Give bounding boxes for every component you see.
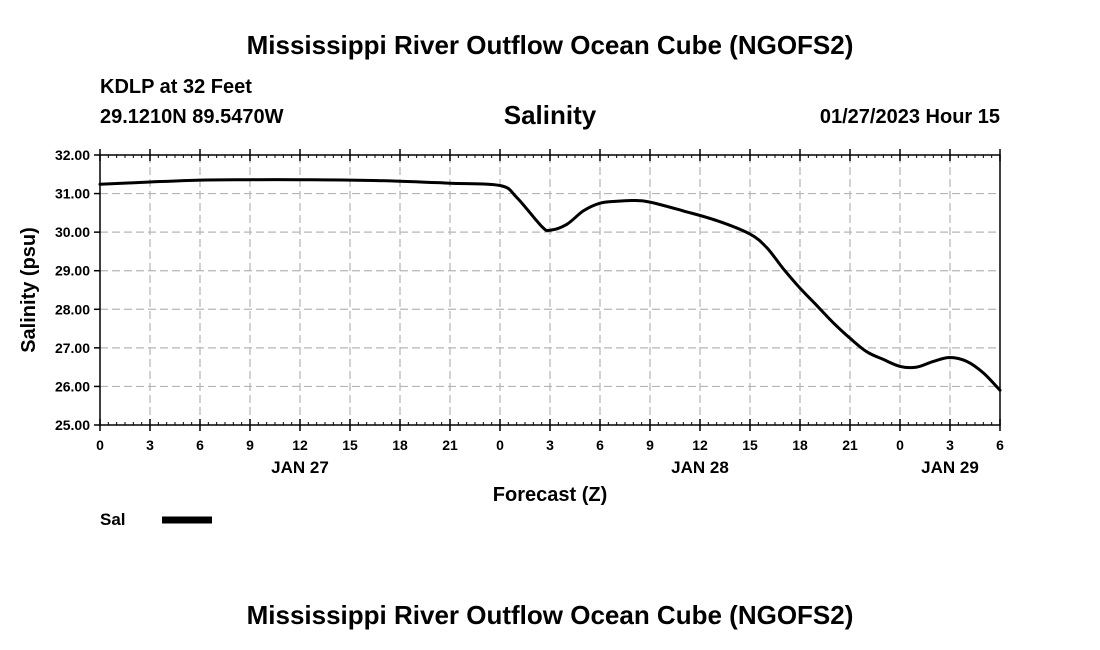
x-tick-label: 12 — [292, 437, 308, 453]
series-line-sal — [98, 178, 1002, 392]
x-tick-label: 6 — [996, 437, 1004, 453]
y-tick-label: 32.00 — [55, 147, 90, 163]
x-tick-label: 6 — [196, 437, 204, 453]
x-tick-label: 0 — [896, 437, 904, 453]
y-tick-label: 29.00 — [55, 263, 90, 279]
date-label: JAN 28 — [671, 458, 729, 477]
timestamp-label: 01/27/2023 Hour 15 — [819, 106, 1000, 128]
x-tick-label: 9 — [646, 437, 654, 453]
coordinates-label: 29.1210N 89.5470W — [100, 106, 284, 128]
y-axis-title: Salinity (psu) — [18, 227, 40, 353]
x-tick-label: 15 — [742, 437, 758, 453]
y-tick-label: 28.00 — [55, 301, 90, 317]
y-tick-label: 26.00 — [55, 378, 90, 394]
x-tick-label: 3 — [946, 437, 954, 453]
page-title: Mississippi River Outflow Ocean Cube (NG… — [246, 30, 854, 60]
x-tick-label: 0 — [96, 437, 104, 453]
grid — [100, 155, 1000, 425]
y-tick-label: 27.00 — [55, 340, 90, 356]
date-label: JAN 29 — [921, 458, 979, 477]
axis-tick-labels: 25.00 26.00 27.00 28.00 29.00 30.00 31.00 32.00… — [55, 147, 1004, 477]
x-tick-label: 15 — [342, 437, 358, 453]
x-axis-title: Forecast (Z) — [493, 484, 607, 506]
x-tick-label: 3 — [546, 437, 554, 453]
x-tick-label: 0 — [496, 437, 504, 453]
legend-label-sal: Sal — [100, 510, 126, 529]
axis-ticks — [94, 149, 1001, 431]
x-tick-label: 18 — [792, 437, 808, 453]
x-tick-label: 3 — [146, 437, 154, 453]
legend: Sal — [100, 510, 212, 529]
x-tick-label: 21 — [842, 437, 858, 453]
salinity-chart: 25.00 26.00 27.00 28.00 29.00 30.00 31.00 32.00… — [18, 147, 1004, 529]
x-tick-label: 18 — [392, 437, 408, 453]
x-tick-label: 21 — [442, 437, 458, 453]
y-tick-label: 30.00 — [55, 224, 90, 240]
y-tick-label: 25.00 — [55, 417, 90, 433]
footer-title: Mississippi River Outflow Ocean Cube (NG… — [246, 600, 854, 630]
x-tick-label: 12 — [692, 437, 708, 453]
x-tick-label: 6 — [596, 437, 604, 453]
chart-title: Salinity — [503, 100, 597, 130]
x-tick-label: 9 — [246, 437, 254, 453]
date-label: JAN 27 — [271, 458, 329, 477]
station-label: KDLP at 32 Feet — [100, 76, 252, 98]
y-tick-label: 31.00 — [55, 186, 90, 202]
